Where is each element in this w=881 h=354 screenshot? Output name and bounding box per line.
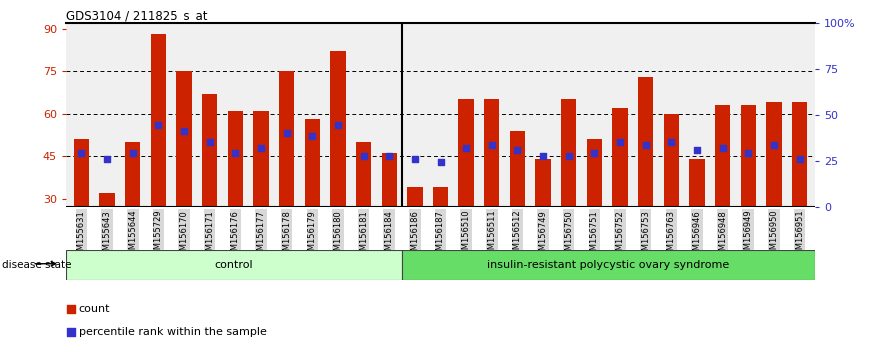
Text: GSM156950: GSM156950: [769, 210, 779, 261]
Point: [74, 150, 88, 156]
Bar: [766, 102, 781, 207]
Bar: [402, 250, 815, 280]
Bar: [587, 139, 602, 207]
Bar: [202, 94, 218, 207]
Point: [382, 153, 396, 159]
Text: GSM156179: GSM156179: [307, 210, 317, 261]
Point: [639, 142, 653, 148]
Text: insulin-resistant polycystic ovary syndrome: insulin-resistant polycystic ovary syndr…: [487, 259, 729, 270]
Point: [300, 213, 315, 219]
Text: GDS3104 / 211825_s_at: GDS3104 / 211825_s_at: [66, 9, 208, 22]
Text: count: count: [78, 304, 110, 314]
Bar: [689, 159, 705, 207]
Text: GSM156946: GSM156946: [692, 210, 701, 261]
Text: GSM156750: GSM156750: [564, 210, 574, 261]
Text: control: control: [215, 259, 253, 270]
Bar: [176, 71, 192, 207]
Text: GSM156170: GSM156170: [180, 210, 189, 261]
Point: [152, 122, 166, 128]
Bar: [227, 111, 243, 207]
Point: [279, 131, 293, 136]
Point: [510, 148, 524, 153]
Text: GSM156512: GSM156512: [513, 210, 522, 261]
Text: GSM156177: GSM156177: [256, 210, 265, 261]
Text: GSM156171: GSM156171: [205, 210, 214, 261]
Text: disease state: disease state: [2, 259, 71, 270]
Point: [305, 133, 319, 139]
Bar: [792, 102, 807, 207]
Point: [664, 139, 678, 145]
Text: GSM156178: GSM156178: [282, 210, 291, 261]
Text: GSM156511: GSM156511: [487, 210, 496, 261]
Point: [766, 142, 781, 148]
Point: [485, 142, 499, 148]
Bar: [279, 71, 294, 207]
Bar: [714, 105, 730, 207]
Point: [690, 148, 704, 153]
Bar: [254, 111, 269, 207]
Bar: [74, 139, 89, 207]
Point: [254, 145, 268, 150]
Point: [300, 4, 315, 10]
Text: GSM156749: GSM156749: [538, 210, 548, 261]
Text: GSM156176: GSM156176: [231, 210, 240, 261]
Point: [126, 150, 140, 156]
Bar: [433, 187, 448, 207]
Point: [613, 139, 627, 145]
Point: [793, 156, 807, 162]
Text: GSM156186: GSM156186: [411, 210, 419, 261]
Text: GSM155631: GSM155631: [77, 210, 86, 261]
Bar: [741, 105, 756, 207]
Text: GSM156187: GSM156187: [436, 210, 445, 261]
Text: percentile rank within the sample: percentile rank within the sample: [78, 327, 267, 337]
Bar: [536, 159, 551, 207]
Bar: [458, 99, 474, 207]
Bar: [356, 142, 371, 207]
Point: [741, 150, 755, 156]
Point: [588, 150, 602, 156]
Bar: [561, 99, 576, 207]
Bar: [612, 108, 627, 207]
Text: GSM155643: GSM155643: [102, 210, 112, 261]
Text: GSM156180: GSM156180: [333, 210, 343, 261]
Bar: [663, 114, 679, 207]
Text: GSM156948: GSM156948: [718, 210, 727, 261]
Point: [228, 150, 242, 156]
Point: [331, 122, 345, 128]
Bar: [381, 153, 397, 207]
Point: [562, 153, 576, 159]
Text: GSM156184: GSM156184: [385, 210, 394, 261]
Point: [177, 128, 191, 133]
Text: GSM156949: GSM156949: [744, 210, 752, 261]
Bar: [305, 119, 320, 207]
Point: [459, 145, 473, 150]
Bar: [510, 131, 525, 207]
Point: [203, 139, 217, 145]
Text: GSM156763: GSM156763: [667, 210, 676, 261]
Bar: [125, 142, 140, 207]
Bar: [484, 99, 500, 207]
Text: GSM156752: GSM156752: [616, 210, 625, 261]
Point: [536, 153, 550, 159]
Bar: [66, 250, 402, 280]
Text: GSM156510: GSM156510: [462, 210, 470, 261]
Text: GSM156753: GSM156753: [641, 210, 650, 261]
Bar: [330, 51, 345, 207]
Text: GSM155729: GSM155729: [154, 210, 163, 261]
Bar: [151, 34, 167, 207]
Bar: [407, 187, 423, 207]
Text: GSM156181: GSM156181: [359, 210, 368, 261]
Point: [100, 156, 115, 162]
Bar: [638, 77, 654, 207]
Bar: [100, 193, 115, 207]
Text: GSM156751: GSM156751: [590, 210, 599, 261]
Point: [357, 153, 371, 159]
Point: [433, 159, 448, 165]
Text: GSM156951: GSM156951: [795, 210, 804, 261]
Text: GSM155644: GSM155644: [129, 210, 137, 261]
Point: [715, 145, 729, 150]
Point: [408, 156, 422, 162]
